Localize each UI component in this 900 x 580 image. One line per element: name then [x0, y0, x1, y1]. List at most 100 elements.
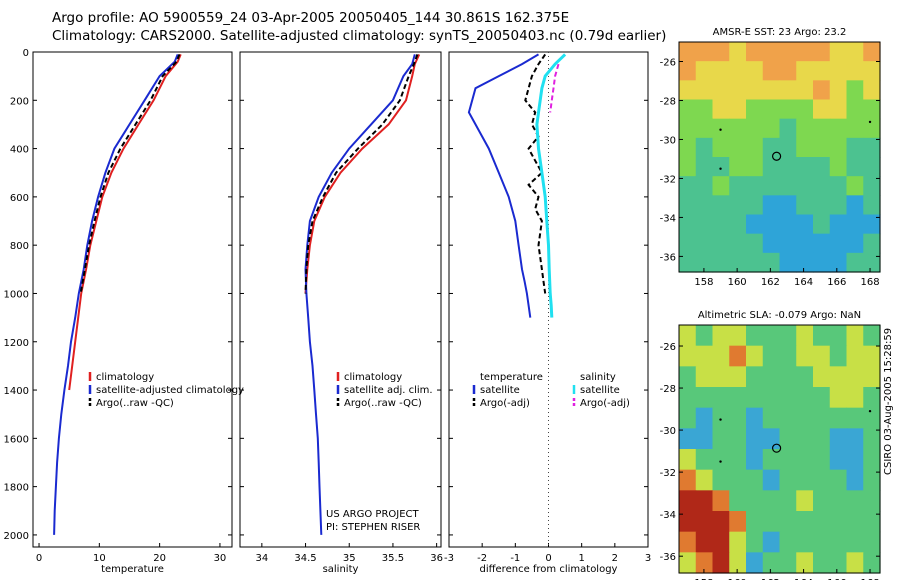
heatmap-cell — [762, 469, 781, 491]
heatmap-cell — [712, 157, 730, 177]
x-tick-label: 36 — [430, 553, 443, 564]
y-tick-label: 200 — [10, 96, 29, 107]
heatmap-cell — [746, 214, 764, 235]
heatmap-cell — [695, 214, 714, 235]
heatmap-cell — [679, 552, 697, 574]
heatmap-cell — [863, 157, 881, 177]
series-line-argo-raw-qc- — [304, 54, 419, 294]
heatmap-cell — [746, 449, 764, 471]
heatmap-cell — [813, 428, 831, 450]
heatmap-cell — [846, 195, 864, 216]
map-x-tick-label: 162 — [761, 578, 780, 580]
heatmap-cell — [863, 42, 881, 62]
heatmap-cell — [846, 449, 864, 471]
heatmap-cell — [846, 325, 864, 347]
heatmap-cell — [729, 407, 747, 429]
nearby-float-dot — [719, 167, 722, 170]
heatmap-cell — [846, 552, 864, 574]
heatmap-cell — [679, 176, 697, 196]
heatmap-cell — [846, 366, 864, 388]
heatmap-cell — [762, 531, 781, 553]
map-x-tick-label: 168 — [860, 277, 879, 288]
heatmap-cell — [846, 490, 864, 512]
y-tick-label: 1800 — [4, 483, 29, 494]
heatmap-cell — [679, 366, 697, 388]
heatmap-cell — [729, 118, 747, 139]
heatmap-cell — [846, 42, 864, 62]
heatmap-cell — [863, 511, 881, 533]
heatmap-cell — [746, 233, 764, 254]
heatmap-cell — [813, 366, 831, 388]
heatmap-cell — [695, 511, 714, 533]
heatmap-cell — [779, 531, 797, 553]
heatmap-cell — [729, 345, 747, 367]
x-axis-label: difference from climatology — [480, 564, 618, 575]
heatmap-cell — [712, 469, 730, 491]
heatmap-cell — [695, 252, 714, 273]
heatmap-cell — [762, 118, 781, 139]
heatmap-cell — [829, 428, 848, 450]
legend-diff-temperature-label: satellite — [480, 385, 520, 396]
heatmap-cell — [695, 61, 714, 81]
heatmap-cell — [813, 118, 831, 139]
heatmap-cell — [846, 137, 864, 158]
heatmap-cell — [695, 531, 714, 553]
heatmap-cell — [712, 531, 730, 553]
heatmap-cell — [863, 233, 881, 254]
heatmap-cell — [729, 490, 747, 512]
nearby-float-dot — [719, 418, 722, 421]
heatmap-cell — [796, 99, 814, 120]
heatmap-cell — [712, 387, 730, 409]
heatmap-cell — [746, 157, 764, 177]
heatmap-cell — [796, 428, 814, 450]
heatmap-cell — [813, 407, 831, 429]
heatmap-cell — [829, 195, 848, 216]
heatmap-cell — [695, 345, 714, 367]
heatmap-cell — [796, 469, 814, 491]
heatmap-cell — [712, 61, 730, 81]
heatmap-cell — [762, 552, 781, 574]
heatmap-cell — [729, 552, 747, 574]
heatmap-cell — [679, 345, 697, 367]
heatmap-cell — [729, 42, 747, 62]
heatmap-cell — [779, 80, 797, 101]
heatmap-cell — [712, 490, 730, 512]
heatmap-cell — [863, 137, 881, 158]
heatmap-cell — [813, 325, 831, 347]
heatmap-cell — [813, 387, 831, 409]
heatmap-cell — [796, 449, 814, 471]
heatmap-cell — [863, 531, 881, 553]
map-y-tick-label: -36 — [660, 552, 676, 563]
heatmap-cell — [779, 214, 797, 235]
heatmap-cell — [679, 387, 697, 409]
map-title: Altimetric SLA: -0.079 Argo: NaN — [698, 310, 861, 321]
heatmap-cell — [729, 511, 747, 533]
heatmap-cell — [762, 325, 781, 347]
heatmap-cell — [796, 252, 814, 273]
x-tick-label: -2 — [477, 553, 487, 564]
x-axis-label: salinity — [323, 564, 359, 575]
heatmap-cell — [829, 407, 848, 429]
nearby-float-dot — [868, 120, 872, 124]
heatmap-cell — [712, 325, 730, 347]
series-line-satellite-adjusted-climatology — [53, 54, 179, 535]
heatmap-cell — [796, 118, 814, 139]
heatmap-cell — [846, 531, 864, 553]
heatmap-cell — [746, 252, 764, 273]
heatmap-cell — [762, 42, 781, 62]
heatmap-cell — [863, 449, 881, 471]
heatmap-cell — [829, 176, 848, 196]
heatmap-cell — [712, 449, 730, 471]
heatmap-cell — [679, 407, 697, 429]
heatmap-cell — [679, 80, 697, 101]
heatmap-cell — [796, 490, 814, 512]
heatmap-cell — [762, 428, 781, 450]
heatmap-cell — [863, 490, 881, 512]
plot-frame-1 — [32, 51, 233, 548]
y-tick-label: 1600 — [4, 434, 29, 445]
heatmap-cell — [796, 80, 814, 101]
profile-location-marker — [771, 151, 782, 161]
map-x-tick-label: 162 — [761, 277, 780, 288]
heatmap-cell — [796, 511, 814, 533]
heatmap-cell — [746, 469, 764, 491]
